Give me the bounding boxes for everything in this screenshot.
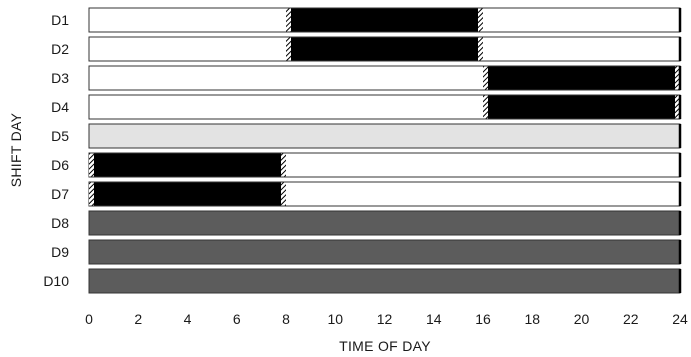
x-tick-label: 18	[524, 311, 540, 327]
row-d9: D9	[51, 239, 682, 265]
row-d10: D10	[43, 268, 682, 294]
y-tick-label: D8	[51, 215, 69, 231]
x-tick-label: 2	[134, 311, 142, 327]
shift-start-hatch	[286, 8, 291, 32]
x-tick-label: 8	[282, 311, 290, 327]
x-tick-label: 12	[377, 311, 393, 327]
shift-segment	[286, 8, 483, 32]
x-ticks-group: 0 2 4 6 8 10 12 14 16 18 20 22 24	[85, 311, 688, 327]
shift-end-hatch	[478, 37, 483, 61]
shift-end-hatch	[281, 182, 286, 206]
y-tick-label: D10	[43, 273, 69, 289]
y-tick-label: D5	[51, 128, 69, 144]
shift-segment	[89, 153, 286, 177]
row-d3: D3	[51, 65, 682, 91]
x-axis-title: TIME OF DAY	[339, 338, 431, 354]
y-tick-label: D7	[51, 186, 69, 202]
shift-start-hatch	[483, 95, 488, 119]
shift-segment	[483, 66, 680, 90]
day-bar	[88, 268, 681, 294]
y-tick-label: D1	[51, 12, 69, 28]
row-d4: D4	[51, 94, 682, 120]
y-tick-label: D2	[51, 41, 69, 57]
shift-segment	[89, 182, 286, 206]
shift-end-hatch	[675, 66, 680, 90]
shift-start-hatch	[483, 66, 488, 90]
row-d7: D7	[51, 181, 682, 207]
x-tick-label: 6	[233, 311, 241, 327]
day-bar	[88, 239, 681, 265]
shift-segment	[483, 95, 680, 119]
shift-end-hatch	[281, 153, 286, 177]
x-tick-label: 10	[327, 311, 343, 327]
row-d5: D5	[51, 123, 682, 149]
y-axis-title: SHIFT DAY	[8, 112, 24, 187]
x-tick-label: 22	[623, 311, 639, 327]
shift-end-hatch	[478, 8, 483, 32]
shift-end-hatch	[675, 95, 680, 119]
x-tick-label: 14	[426, 311, 442, 327]
shift-segment	[286, 37, 483, 61]
x-tick-label: 20	[574, 311, 590, 327]
rows-group: D1 D2 D3 D4 D5 D6 D7 D8 D9 D10	[43, 7, 682, 294]
y-tick-label: D6	[51, 157, 69, 173]
shift-start-hatch	[89, 153, 94, 177]
row-d6: D6	[51, 152, 682, 178]
y-tick-label: D9	[51, 244, 69, 260]
day-bar	[88, 210, 681, 236]
row-d8: D8	[51, 210, 682, 236]
day-bar	[88, 123, 681, 149]
x-tick-label: 24	[672, 311, 688, 327]
shift-start-hatch	[89, 182, 94, 206]
y-tick-label: D3	[51, 70, 69, 86]
x-tick-label: 0	[85, 311, 93, 327]
row-d2: D2	[51, 36, 682, 62]
shift-start-hatch	[286, 37, 291, 61]
x-tick-label: 16	[475, 311, 491, 327]
y-tick-label: D4	[51, 99, 69, 115]
row-d1: D1	[51, 7, 682, 33]
x-tick-label: 4	[184, 311, 192, 327]
